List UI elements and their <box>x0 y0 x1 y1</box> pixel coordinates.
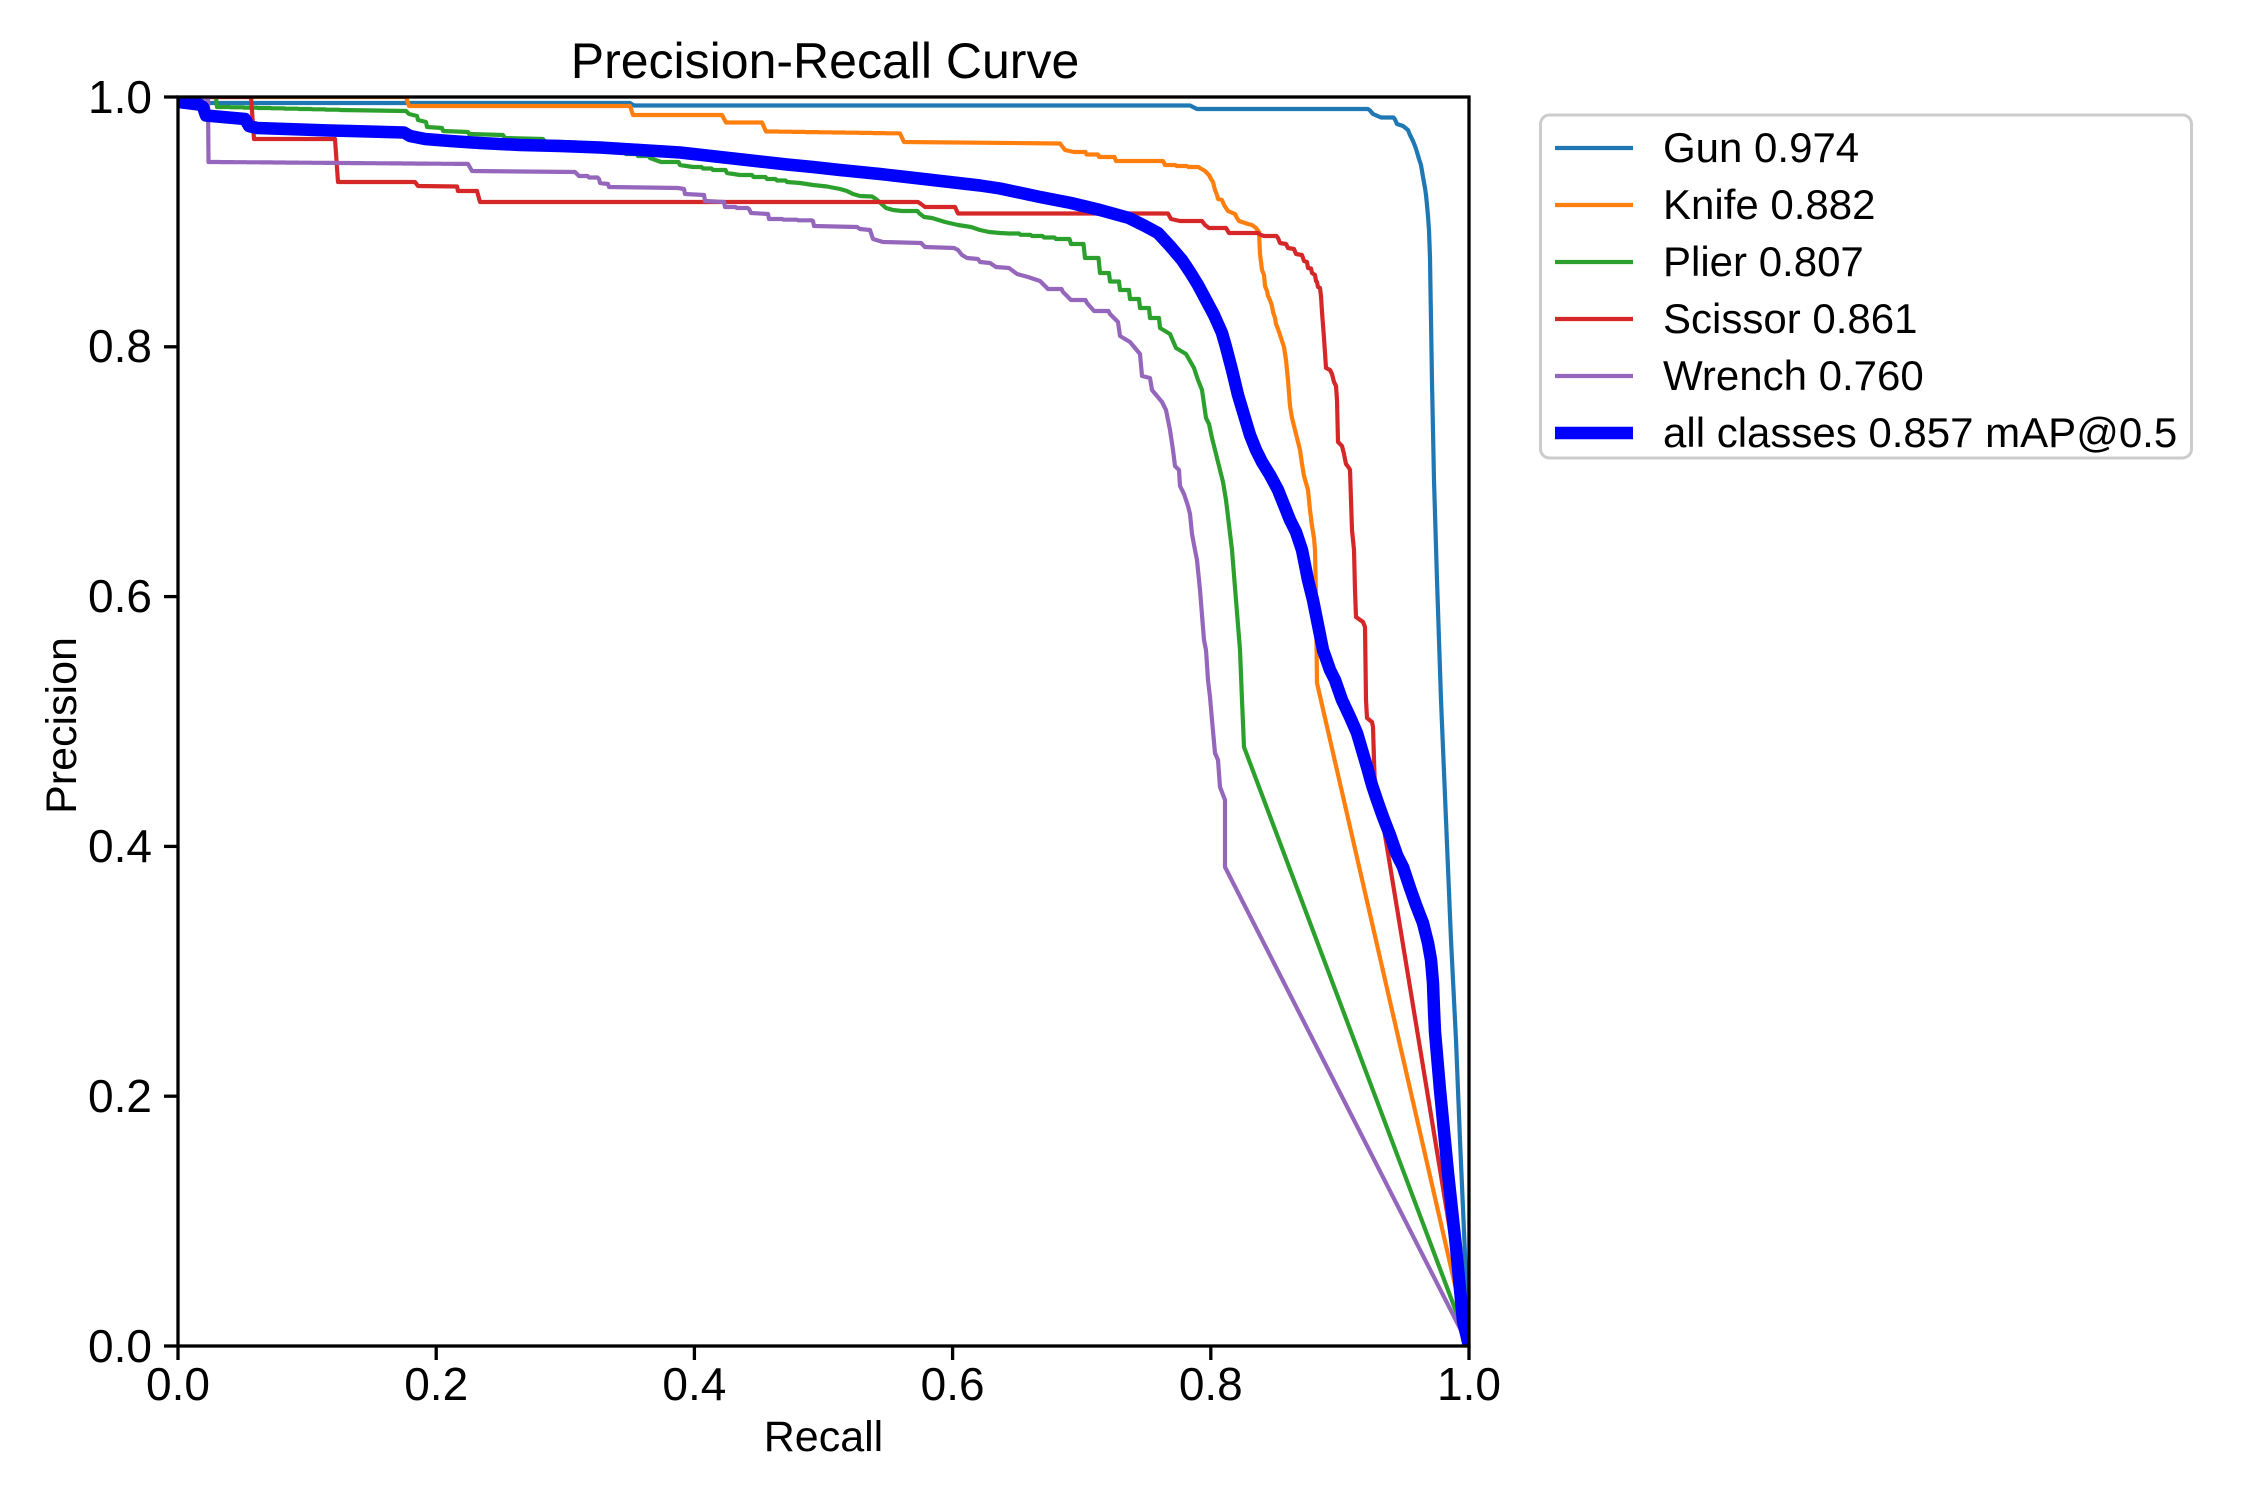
svg-text:1.0: 1.0 <box>1437 1358 1501 1410</box>
svg-text:0.2: 0.2 <box>88 1070 152 1122</box>
svg-text:Precision: Precision <box>38 637 86 814</box>
svg-text:0.4: 0.4 <box>662 1358 726 1410</box>
svg-text:Scissor 0.861: Scissor 0.861 <box>1663 295 1917 342</box>
svg-text:0.8: 0.8 <box>1179 1358 1243 1410</box>
svg-text:0.0: 0.0 <box>88 1320 152 1372</box>
svg-text:0.6: 0.6 <box>921 1358 985 1410</box>
svg-text:Knife 0.882: Knife 0.882 <box>1663 181 1876 228</box>
svg-text:Wrench 0.760: Wrench 0.760 <box>1663 352 1924 399</box>
svg-text:0.0: 0.0 <box>146 1358 210 1410</box>
svg-text:Gun 0.974: Gun 0.974 <box>1663 124 1859 171</box>
svg-text:all classes 0.857 mAP@0.5: all classes 0.857 mAP@0.5 <box>1663 409 2177 456</box>
svg-text:0.8: 0.8 <box>88 320 152 372</box>
svg-text:0.2: 0.2 <box>404 1358 468 1410</box>
svg-text:Plier 0.807: Plier 0.807 <box>1663 238 1864 285</box>
svg-text:0.4: 0.4 <box>88 820 152 872</box>
svg-text:Precision-Recall Curve: Precision-Recall Curve <box>571 33 1080 89</box>
svg-text:1.0: 1.0 <box>88 71 152 123</box>
svg-text:0.6: 0.6 <box>88 570 152 622</box>
svg-text:Recall: Recall <box>764 1413 884 1461</box>
